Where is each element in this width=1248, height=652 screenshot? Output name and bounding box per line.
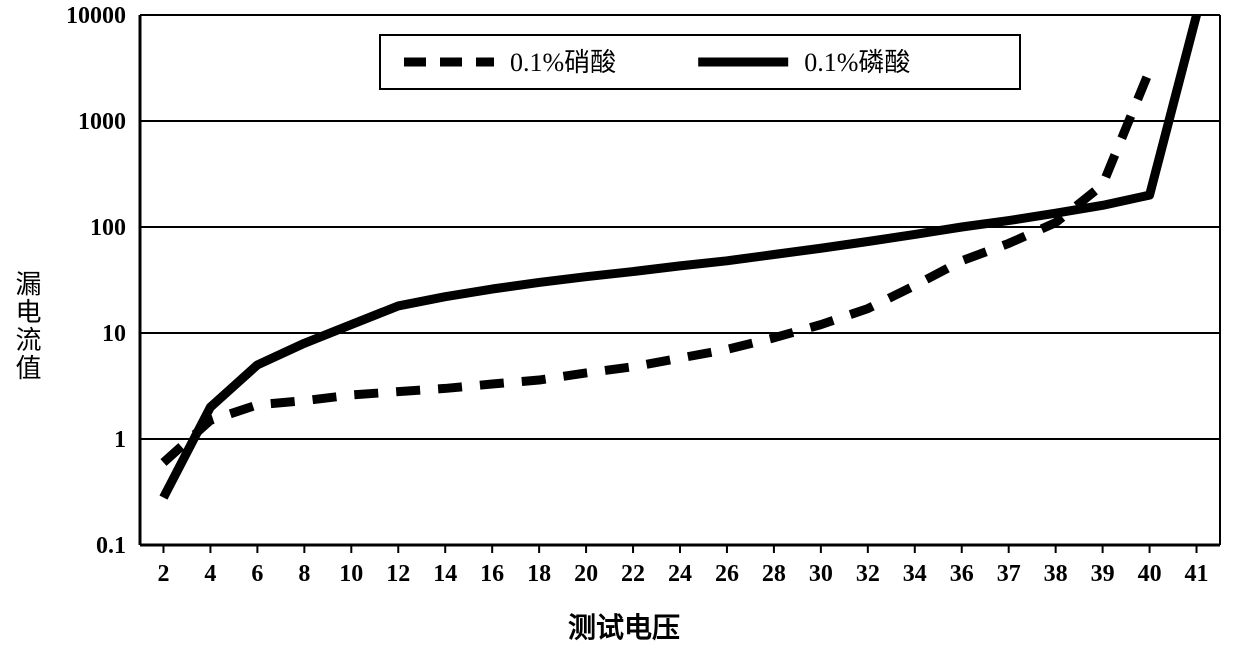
x-tick-label: 34 bbox=[903, 561, 927, 587]
x-tick-label: 4 bbox=[204, 561, 216, 587]
y-tick-label: 100 bbox=[90, 215, 126, 241]
y-tick-label: 0.1 bbox=[96, 533, 126, 559]
x-tick-label: 36 bbox=[950, 561, 974, 587]
legend-label: 0.1%磷酸 bbox=[804, 48, 910, 77]
y-tick-label: 1000 bbox=[78, 109, 126, 135]
chart-container: { "chart": { "type": "line", "background… bbox=[0, 0, 1248, 652]
x-tick-label: 22 bbox=[621, 561, 645, 587]
y-tick-label: 10000 bbox=[66, 3, 126, 29]
x-tick-label: 41 bbox=[1185, 561, 1209, 587]
x-tick-label: 16 bbox=[480, 561, 504, 587]
x-tick-label: 8 bbox=[298, 561, 310, 587]
x-tick-label: 39 bbox=[1091, 561, 1115, 587]
x-tick-label: 6 bbox=[251, 561, 263, 587]
x-tick-label: 28 bbox=[762, 561, 786, 587]
x-tick-label: 2 bbox=[157, 561, 169, 587]
x-tick-label: 26 bbox=[715, 561, 739, 587]
y-axis-label: 漏电流值 bbox=[8, 270, 45, 382]
legend-label: 0.1%硝酸 bbox=[510, 48, 616, 77]
x-tick-label: 24 bbox=[668, 561, 692, 587]
x-tick-label: 38 bbox=[1044, 561, 1068, 587]
line-chart: 0.11101001000100002468101214161820222426… bbox=[0, 0, 1248, 652]
y-tick-label: 10 bbox=[102, 321, 126, 347]
x-tick-label: 20 bbox=[574, 561, 598, 587]
x-tick-label: 32 bbox=[856, 561, 880, 587]
x-tick-label: 18 bbox=[527, 561, 551, 587]
x-tick-label: 30 bbox=[809, 561, 833, 587]
x-tick-label: 37 bbox=[997, 561, 1021, 587]
x-axis-label: 测试电压 bbox=[568, 606, 680, 646]
x-tick-label: 12 bbox=[386, 561, 410, 587]
x-tick-label: 40 bbox=[1138, 561, 1162, 587]
x-tick-label: 14 bbox=[433, 561, 457, 587]
x-tick-label: 10 bbox=[339, 561, 363, 587]
y-tick-label: 1 bbox=[114, 427, 126, 453]
